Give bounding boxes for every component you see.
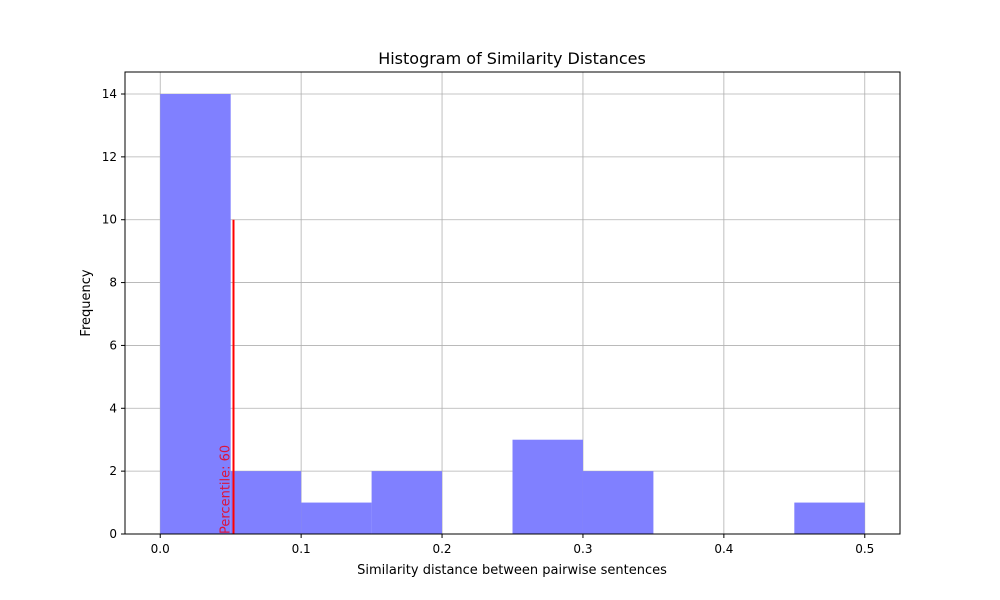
x-tick-label: 0.0 bbox=[151, 542, 170, 556]
histogram-bar bbox=[160, 94, 231, 534]
plot-frame bbox=[124, 71, 901, 535]
histogram-bar bbox=[582, 471, 654, 534]
y-tick-label: 14 bbox=[102, 87, 117, 101]
percentile-annotation: Percentile: 60 bbox=[219, 219, 235, 534]
y-tick-label: 8 bbox=[109, 276, 117, 290]
chart-title: Histogram of Similarity Distances bbox=[378, 49, 646, 68]
x-tick-label: 0.2 bbox=[432, 542, 451, 556]
y-tick-label: 6 bbox=[109, 338, 117, 352]
x-tick-label: 0.1 bbox=[292, 542, 311, 556]
x-tick-label: 0.4 bbox=[714, 542, 733, 556]
y-tick-label: 2 bbox=[109, 464, 117, 478]
x-tick-label: 0.3 bbox=[573, 542, 592, 556]
y-axis-label: Frequency bbox=[79, 269, 94, 336]
histogram-bar bbox=[512, 439, 583, 534]
x-axis-ticks: 0.0 0.1 0.2 0.3 0.4 0.5 bbox=[151, 534, 874, 556]
y-tick-label: 0 bbox=[109, 527, 117, 541]
y-tick-label: 12 bbox=[102, 150, 117, 164]
histogram-bar bbox=[371, 471, 443, 534]
y-tick-label: 10 bbox=[102, 213, 117, 227]
x-axis-label: Similarity distance between pairwise sen… bbox=[357, 563, 667, 578]
histogram-bars bbox=[160, 94, 865, 534]
histogram-bar bbox=[794, 502, 865, 534]
histogram-bar bbox=[301, 502, 372, 534]
y-axis-ticks: 0 2 4 6 8 10 12 14 bbox=[102, 87, 125, 541]
percentile-label: Percentile: 60 bbox=[219, 445, 234, 534]
histogram-bar bbox=[230, 471, 302, 534]
x-tick-label: 0.5 bbox=[855, 542, 874, 556]
y-tick-label: 4 bbox=[109, 401, 117, 415]
